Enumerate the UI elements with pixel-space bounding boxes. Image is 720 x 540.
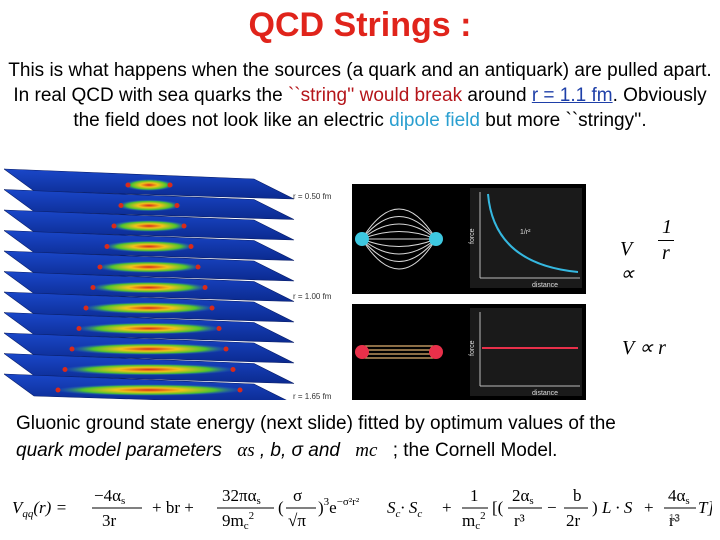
flux-tube-blob [82,302,216,314]
formula1-num: 1 [662,216,672,238]
intro-text-3: . Obviously the field does not look like… [73,85,707,131]
svg-text:σ: σ [293,486,302,505]
dipole-field-text: dipole field [389,110,480,131]
svg-text:9mc2: 9mc2 [222,510,254,532]
source-charge [188,244,194,249]
string-antiquark-dot [429,345,443,359]
svg-text:+: + [644,498,654,517]
formula1-lhs: V ∝ [620,238,635,285]
mc-symbol: mc [355,440,378,461]
source-charge [111,223,117,229]
intro-text-2: around [462,85,532,106]
dipole-curve-label: 1/r² [520,229,531,236]
source-charge [62,367,68,372]
svg-text:mc2: mc2 [462,510,486,532]
intro-text-4: but more ``stringy''. [479,110,647,131]
quark-dot [355,232,369,246]
cornell-potential-equation: Vqq(r) = −4αs 3r + br + 32παs 9mc2 ( σ √… [12,486,712,532]
string-quark-dot [355,345,369,359]
svg-text:r³: r³ [514,511,525,530]
gluonic-mid-text: , b, σ and [259,440,340,461]
svg-text:−: − [547,498,557,517]
svg-text:2αs: 2αs [512,486,534,507]
flux-tube-blob [124,179,174,191]
r-label-100: r = 1.00 fm [293,292,332,301]
svg-text:Sc· Sc: Sc· Sc [387,498,422,520]
svg-text:T]: T] [698,498,712,517]
gluonic-italic-text: quark model parameters [16,440,222,461]
flux-tube-stack-image [4,168,295,400]
source-charge [83,305,89,311]
r-value-link[interactable]: r = 1.1 fm [531,85,613,106]
source-charge [125,182,131,188]
r-label-165: r = 1.65 fm [293,392,332,401]
svg-text:2r: 2r [566,511,581,530]
source-charge [181,223,187,229]
r-label-050: r = 0.50 fm [293,192,332,201]
dipole-field-panel: force distance 1/r² [352,184,586,294]
svg-text:1: 1 [470,486,479,505]
formula1-bar [658,240,674,241]
flux-tube-blob [103,240,195,253]
alpha-symbol: αs [237,440,255,461]
source-charge [223,346,229,352]
source-charge [69,346,75,352]
string-ylabel: force [469,340,476,356]
source-charge [97,264,103,270]
svg-text:L · S: L · S [601,498,633,517]
svg-text:[(: [( [492,498,504,517]
gluonic-line2: quark model parameters αs , b, σ and mc … [16,437,706,464]
antiquark-dot [429,232,443,246]
slide-number: 13 [668,513,680,524]
source-charge [209,305,215,311]
source-charge [237,387,243,393]
source-charge [76,326,82,331]
source-charge [90,285,96,290]
source-charge [104,244,110,249]
flux-tube-blob [54,384,244,396]
formula1-den: r [662,242,670,264]
svg-text:b: b [573,486,582,505]
intro-text-1: This is what happens when the sources (a… [8,60,712,106]
flux-tube-blob [117,199,181,212]
svg-text:)3e−σ²r²: )3e−σ²r² [318,496,360,517]
flux-tube-blob [89,281,209,294]
source-charge [55,387,61,393]
intro-paragraph: This is what happens when the sources (a… [6,58,714,133]
svg-text:): ) [592,498,598,517]
gluonic-end-text: ; the Cornell Model. [392,440,558,461]
string-field-panel: force distance [352,304,586,400]
svg-text:(: ( [278,498,284,517]
string-break-text: ``string'' would break [287,85,463,106]
flux-tube-blob [96,261,202,273]
slide-title: QCD Strings : [248,6,472,44]
svg-text:√π: √π [288,511,306,530]
svg-text:+: + [442,498,452,517]
flux-tube-blob [68,343,230,355]
svg-text:3r: 3r [102,511,117,530]
dipole-ylabel: force [469,228,476,244]
svg-text:+ br +: + br + [152,498,194,517]
source-charge [202,285,208,290]
dipole-xlabel: distance [532,282,558,289]
svg-text:−4αs: −4αs [94,486,125,507]
flux-tube-blob [75,322,223,335]
source-charge [230,367,236,372]
source-charge [167,182,173,188]
svg-text:r³: r³ [669,511,680,530]
svg-text:Vqq(r) =: Vqq(r) = [12,498,67,520]
flux-tube-blob [110,220,188,232]
source-charge [118,203,124,208]
gluonic-paragraph: Gluonic ground state energy (next slide)… [16,410,706,464]
string-xlabel: distance [532,390,558,397]
source-charge [174,203,180,208]
source-charge [216,326,222,331]
gluonic-line1: Gluonic ground state energy (next slide)… [16,413,616,434]
svg-text:4αs: 4αs [668,486,690,507]
source-charge [195,264,201,270]
flux-tube-blob [61,363,237,376]
svg-text:32παs: 32παs [222,486,261,507]
formula-linear-r: V ∝ r [622,337,666,359]
